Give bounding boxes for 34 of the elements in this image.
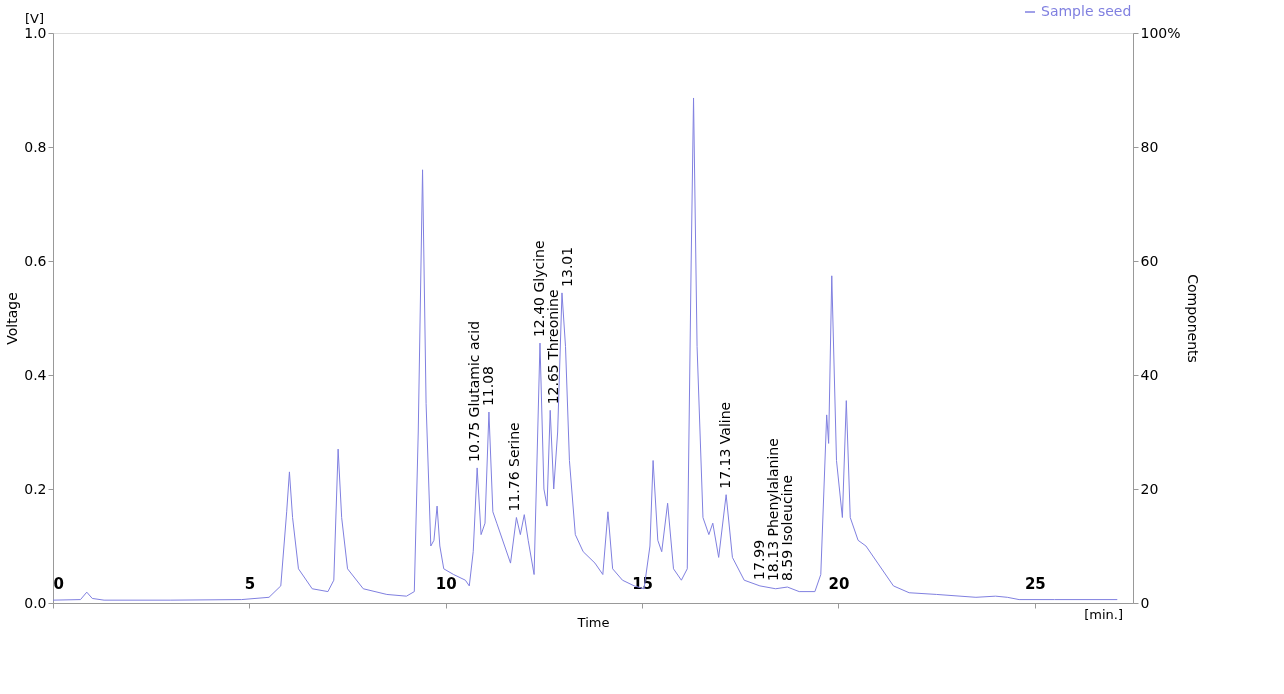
y2-tick-label: 80 xyxy=(1140,138,1159,155)
y2-tick-label: 40 xyxy=(1140,366,1159,383)
annotation: 10.75 Glutamic acid xyxy=(466,320,483,462)
annotation: 12.40 Glycine xyxy=(530,240,547,338)
y-tick-label: 0.6 xyxy=(24,252,47,269)
line-series xyxy=(52,97,1118,601)
annotation: 11.08 xyxy=(480,365,497,407)
y-tick-label: 0.2 xyxy=(24,480,47,497)
text: [min.] xyxy=(1084,607,1123,622)
x-tick-label: 10 xyxy=(435,574,457,593)
annotation: 13.01 xyxy=(558,246,575,287)
legend-label: Sample seed xyxy=(1041,3,1132,19)
y2-tick-label: 100% xyxy=(1140,24,1181,41)
y2-axis-title: Components xyxy=(1184,274,1201,363)
x-tick-label: 20 xyxy=(828,574,850,593)
y-tick-label: 0.8 xyxy=(24,138,47,155)
y-tick-label: 1.0 xyxy=(24,24,47,41)
text: [V] xyxy=(25,11,45,26)
x-tick-label: 0 xyxy=(53,574,64,593)
y2-tick-label: 0 xyxy=(1140,594,1150,611)
y-tick-label: 0.0 xyxy=(24,594,47,611)
y2-tick-label: 20 xyxy=(1140,480,1159,497)
annotation: 17.13 Valine xyxy=(716,401,733,489)
x-axis-title: Time xyxy=(576,615,610,630)
annotation: 18.13 Phenylalanine xyxy=(764,438,781,582)
y2-tick-label: 60 xyxy=(1140,252,1159,269)
annotation: 11.76 Serine xyxy=(505,422,522,512)
x-tick-label: 5 xyxy=(244,574,256,593)
annotation: 17.99 xyxy=(750,539,767,580)
y-tick-label: 0.4 xyxy=(24,366,47,383)
y-axis-title: Voltage xyxy=(4,292,21,345)
x-tick-label: 15 xyxy=(632,574,654,593)
annotation: 12.65 Threonine xyxy=(544,289,561,405)
x-tick-label: 25 xyxy=(1024,574,1046,593)
